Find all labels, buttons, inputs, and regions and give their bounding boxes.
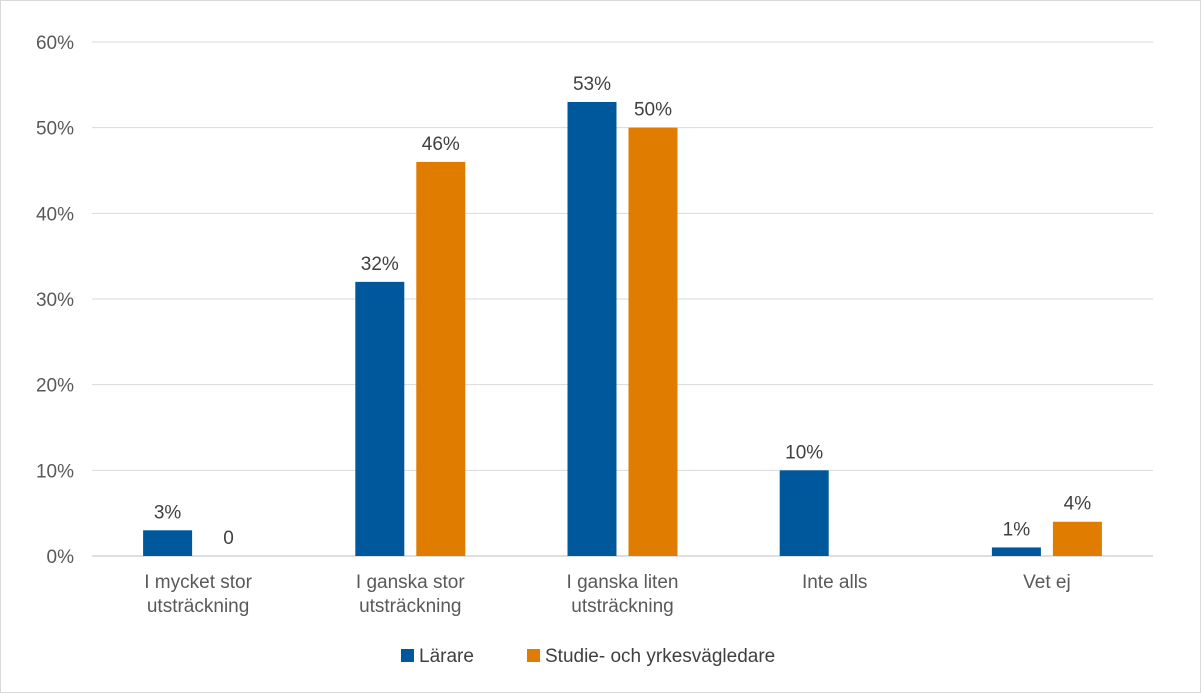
y-tick-label: 20% xyxy=(36,376,74,397)
x-tick-label: I mycket stor utsträckning xyxy=(144,572,252,617)
legend-swatch xyxy=(401,649,414,662)
bar xyxy=(416,161,466,556)
x-tick-label: Vet ej xyxy=(1023,572,1071,593)
y-tick-label: 10% xyxy=(36,461,74,482)
bar xyxy=(991,547,1041,556)
data-label: 46% xyxy=(422,134,460,155)
data-label: 1% xyxy=(1003,519,1031,540)
data-label: 4% xyxy=(1064,494,1092,515)
data-label: 10% xyxy=(785,442,823,463)
y-tick-label: 60% xyxy=(36,33,74,54)
bar xyxy=(143,530,193,556)
data-label: 3% xyxy=(154,502,182,523)
data-label: 32% xyxy=(361,254,399,275)
bar xyxy=(355,281,405,556)
bar xyxy=(1052,521,1102,556)
y-tick-label: 40% xyxy=(36,204,74,225)
legend-label: Lärare xyxy=(419,646,474,667)
data-label: 0 xyxy=(223,528,234,549)
x-tick-label: I ganska liten utsträckning xyxy=(567,572,679,617)
x-tick-label: I ganska stor utsträckning xyxy=(356,572,465,617)
bar xyxy=(779,470,829,556)
x-tick-label: Inte alls xyxy=(802,572,867,593)
bar xyxy=(628,127,678,557)
y-tick-label: 0% xyxy=(47,547,75,568)
data-label: 53% xyxy=(573,74,611,95)
bar xyxy=(567,101,617,556)
legend-swatch xyxy=(527,649,540,662)
y-tick-label: 30% xyxy=(36,290,74,311)
y-tick-label: 50% xyxy=(36,119,74,140)
data-label: 50% xyxy=(634,100,672,121)
legend-label: Studie- och yrkesvägledare xyxy=(545,646,775,667)
